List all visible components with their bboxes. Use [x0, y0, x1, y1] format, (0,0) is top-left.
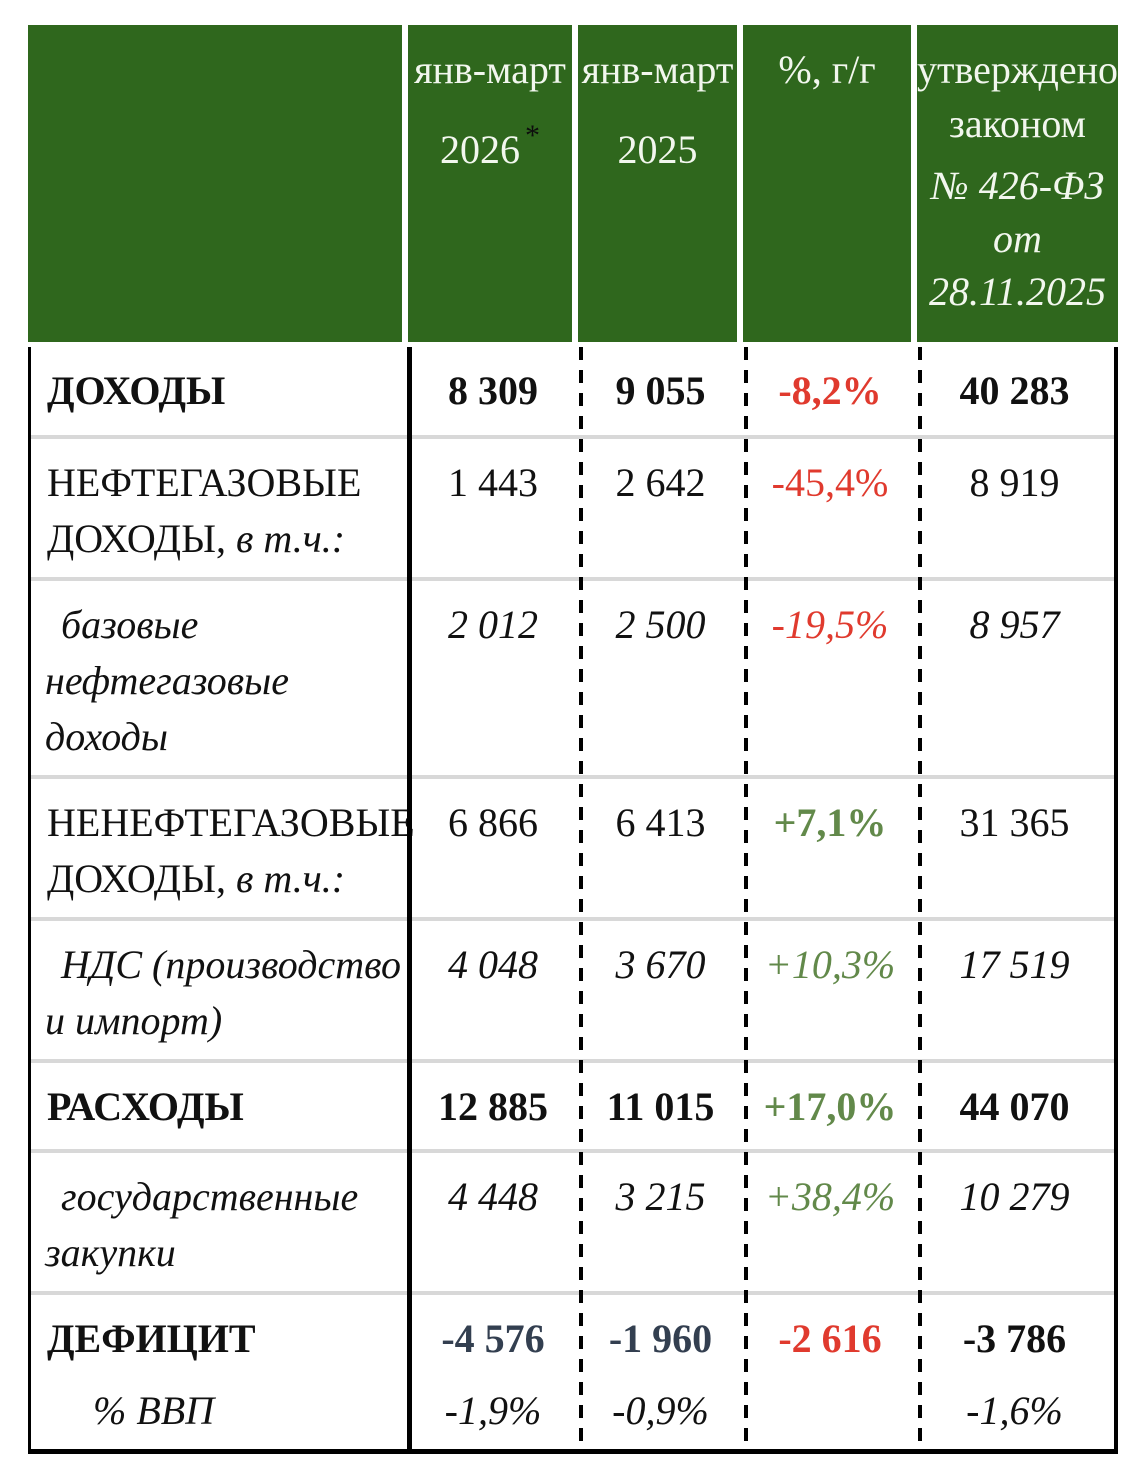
header-cell-approved-law: утверждено законом № 426-ФЗ от 28.11.202…: [917, 25, 1118, 342]
value-approved: 8 957: [969, 602, 1060, 647]
row-deficit-gdp-share: % ВВП -1,9% -0,9% -1,6%: [31, 1379, 1114, 1449]
value-2025: 3 670: [615, 942, 706, 987]
footnote-asterisk: *: [525, 119, 540, 152]
value-2025: 3 215: [615, 1174, 706, 1219]
value-approved: 40 283: [959, 368, 1070, 413]
column-separator-solid: [407, 347, 412, 1449]
column-separator-dashed: [918, 347, 922, 1449]
row-revenues: ДОХОДЫ 8 309 9 055 -8,2% 40 283: [31, 347, 1114, 435]
value-2025: 6 413: [615, 800, 706, 845]
column-separator-dashed: [579, 347, 583, 1449]
row-label-suffix: в т.ч.:: [225, 516, 346, 561]
value-approved: 17 519: [959, 942, 1070, 987]
value-2026: 4 048: [448, 942, 538, 987]
row-non-oil-gas-revenues: НЕНЕФТЕГАЗОВЫЕ ДОХОДЫ, в т.ч.: 6 866 6 4…: [31, 775, 1114, 917]
row-vat: НДС (производство и импорт) 4 048 3 670 …: [31, 917, 1114, 1059]
row-expenditures: РАСХОДЫ 12 885 11 015 +17,0% 44 070: [31, 1059, 1114, 1149]
year-2025: 2025: [617, 127, 698, 172]
value-yoy: -19,5%: [771, 602, 889, 647]
value-yoy: +7,1%: [773, 800, 887, 845]
approved-law-label: утверждено законом: [917, 47, 1118, 146]
table-header: янв-март 2026 * янв-март 2025 %, г/г утве…: [28, 25, 1118, 342]
value-yoy: [743, 1379, 917, 1449]
value-approved: 10 279: [959, 1174, 1070, 1219]
table-body: ДОХОДЫ 8 309 9 055 -8,2% 40 283 НЕФТЕГАЗ…: [28, 347, 1118, 1454]
header-cell-jan-mar-2025: янв-март 2025: [578, 25, 743, 342]
header-cell-jan-mar-2026: янв-март 2026 *: [408, 25, 578, 342]
row-label: ДОХОДЫ: [31, 347, 408, 435]
value-approved: -1,6%: [966, 1388, 1063, 1433]
value-2026: 12 885: [438, 1084, 548, 1129]
value-yoy: +38,4%: [764, 1174, 896, 1219]
row-label: НДС (производство и импорт): [45, 942, 401, 1043]
value-approved: 31 365: [959, 800, 1070, 845]
row-label: РАСХОДЫ: [47, 1084, 244, 1129]
value-yoy: +17,0%: [763, 1084, 897, 1129]
row-base-oil-gas-revenues: базовые нефтегазовые доходы 2 012 2 500 …: [31, 577, 1114, 775]
period-label-2026: янв-март: [414, 47, 566, 92]
row-label-text: ДОХОДЫ: [47, 368, 226, 413]
value-2025: 2 500: [615, 602, 706, 647]
value-2025: -1 960: [608, 1316, 713, 1361]
yoy-label: %, г/г: [778, 47, 876, 92]
year-2026-text: 2026: [440, 127, 520, 172]
value-2026: -4 576: [441, 1316, 545, 1361]
value-yoy: -45,4%: [771, 460, 889, 505]
row-label: базовые нефтегазовые доходы: [45, 602, 290, 759]
value-yoy: -2 616: [778, 1316, 882, 1361]
row-label: НЕФТЕГАЗОВЫЕ ДОХОДЫ, в т.ч.:: [31, 439, 408, 577]
value-2025: -0,9%: [612, 1388, 709, 1433]
value-2026: -1,9%: [444, 1388, 542, 1433]
value-2026: 4 448: [448, 1174, 538, 1219]
period-label-2025: янв-март: [581, 47, 734, 92]
value-yoy: -8,2%: [778, 368, 882, 413]
row-label: государственные закупки: [45, 1174, 359, 1275]
law-number-date: № 426-ФЗ от 28.11.2025: [928, 163, 1107, 314]
value-2026: 2 012: [448, 602, 538, 647]
value-approved: -3 786: [962, 1316, 1067, 1361]
row-state-procurement: государственные закупки 4 448 3 215 +38,…: [31, 1149, 1114, 1291]
value-2025: 9 055: [615, 368, 706, 413]
value-approved: 8 919: [969, 460, 1060, 505]
row-label-suffix: в т.ч.:: [225, 856, 346, 901]
value-2025: 2 642: [615, 460, 706, 505]
year-2026: 2026 *: [408, 121, 572, 177]
header-cell-yoy: %, г/г: [743, 25, 917, 342]
value-approved: 44 070: [959, 1084, 1070, 1129]
row-label: НЕНЕФТЕГАЗОВЫЕ ДОХОДЫ, в т.ч.:: [31, 779, 415, 917]
row-deficit: ДЕФИЦИТ -4 576 -1 960 -2 616 -3 786: [31, 1291, 1114, 1379]
row-oil-gas-revenues: НЕФТЕГАЗОВЫЕ ДОХОДЫ, в т.ч.: 1 443 2 642…: [31, 435, 1114, 577]
value-2026: 8 309: [448, 368, 538, 413]
value-yoy: +10,3%: [764, 942, 896, 987]
header-cell-empty: [28, 25, 408, 342]
value-2026: 6 866: [448, 800, 538, 845]
row-label-text: НЕНЕФТЕГАЗОВЫЕ ДОХОДЫ,: [47, 800, 415, 901]
value-2025: 11 015: [606, 1084, 715, 1129]
column-separator-dashed: [744, 347, 748, 1449]
row-label: % ВВП: [93, 1388, 215, 1433]
row-label-text: НЕФТЕГАЗОВЫЕ ДОХОДЫ,: [47, 460, 362, 561]
row-label: ДЕФИЦИТ: [47, 1316, 256, 1361]
value-2026: 1 443: [448, 460, 538, 505]
